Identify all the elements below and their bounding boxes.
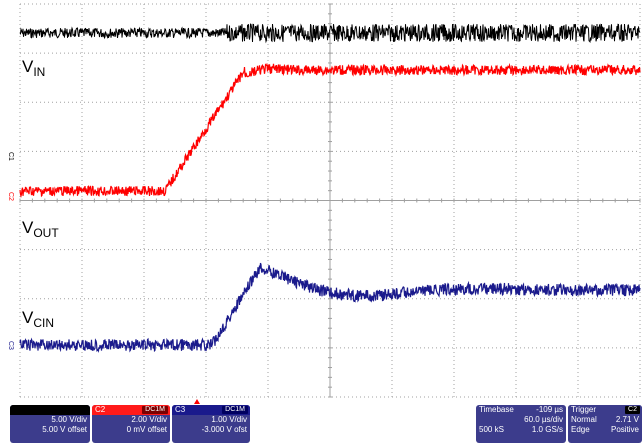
c1-scale: 5.00 V/div	[51, 415, 87, 424]
c2-offset: 0 mV offset	[126, 425, 167, 434]
vcin-waveform	[19, 262, 641, 354]
c3-scale: 1.00 V/div	[211, 415, 247, 424]
vout-label: VOUT	[22, 218, 59, 240]
c2-scale: 2.00 V/div	[131, 415, 167, 424]
c1-offset-marker[interactable]: C1	[7, 152, 14, 161]
timebase-delay: -109 µs	[536, 405, 563, 414]
waveform-traces	[19, 23, 641, 354]
c3-name: C3	[175, 405, 186, 414]
trigger-type: Edge	[571, 425, 590, 434]
trigger-slope: Positive	[610, 425, 639, 434]
vout-waveform	[19, 62, 641, 199]
timebase-sample-rate: 1.0 GS/s	[531, 425, 563, 434]
channel-3-descriptor[interactable]: C3 DC1M 1.00 V/div -3.000 V ofst	[172, 405, 250, 443]
timebase-scale: 60.0 µs/div	[524, 415, 563, 424]
timebase-title: Timebase	[479, 405, 514, 414]
c2-offset-marker[interactable]: C2	[7, 192, 14, 201]
c3-offset: -3.000 V ofst	[201, 425, 247, 434]
trigger-title: Trigger	[571, 405, 597, 414]
trigger-level: 2.71 V	[615, 415, 639, 424]
c3-coupling: DC1M	[222, 406, 248, 414]
channel-2-descriptor[interactable]: C2 DC1M 2.00 V/div 0 mV offset	[92, 405, 170, 443]
vcin-label: VCIN	[22, 308, 54, 330]
trigger-position-icon[interactable]	[194, 399, 200, 404]
scope-display: VIN VOUT VCIN C1 C2 C3	[7, 3, 641, 398]
trigger-mode: Normal	[571, 415, 597, 424]
vin-waveform	[19, 23, 641, 44]
timebase-descriptor[interactable]: Timebase -109 µs 60.0 µs/div 500 kS 1.0 GS…	[476, 405, 566, 443]
trigger-descriptor[interactable]: Trigger C2 Normal 2.71 V Edge Positive	[568, 405, 642, 443]
c1-offset: 5.00 V offset	[42, 425, 87, 434]
c3-offset-marker[interactable]: C3	[7, 341, 14, 350]
c2-coupling: DC1M	[142, 406, 168, 414]
vin-label: VIN	[22, 57, 45, 79]
graticule	[19, 3, 641, 398]
timebase-samples: 500 kS	[479, 425, 504, 434]
channel-1-descriptor[interactable]: 5.00 V/div 5.00 V offset	[10, 405, 90, 443]
trigger-source: C2	[625, 406, 640, 414]
c2-name: C2	[95, 405, 106, 414]
